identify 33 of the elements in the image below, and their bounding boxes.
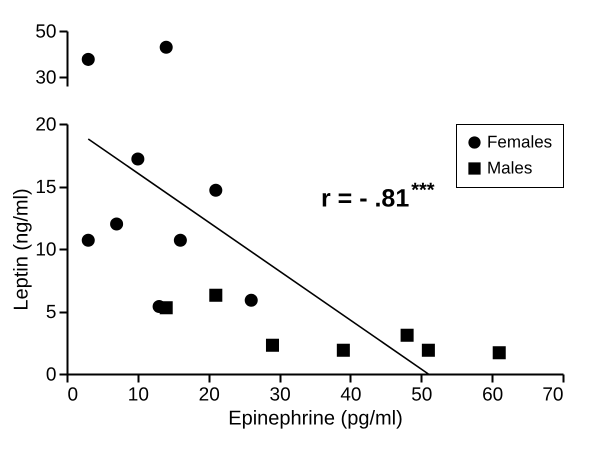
y-tick-label: 15 <box>35 177 56 198</box>
y-axis-title: Leptin (ng/ml) <box>10 188 32 311</box>
point <box>110 217 124 231</box>
annotation: r = - .81*** <box>320 180 435 212</box>
point <box>266 338 280 352</box>
point <box>209 184 222 197</box>
point <box>174 234 187 247</box>
point <box>422 344 435 357</box>
legend-label: Males <box>487 158 532 178</box>
point <box>209 288 222 302</box>
point <box>82 234 95 247</box>
legend-label: Females <box>487 132 552 152</box>
y-tick-label: 5 <box>46 302 56 323</box>
point <box>244 294 258 307</box>
y-tick-label: 10 <box>35 240 56 260</box>
x-tick-label: 50 <box>411 384 432 406</box>
x-axis-title: Epinephrine (pg/ml) <box>228 408 403 430</box>
x-tick-label: 10 <box>128 384 149 406</box>
x-tick-label: 30 <box>270 384 291 406</box>
x-tick-label: 0 <box>68 384 78 406</box>
point <box>400 328 414 342</box>
y-tick-label: 30 <box>35 67 56 88</box>
x-tick-label: 20 <box>198 384 220 406</box>
point <box>492 346 506 360</box>
point <box>131 152 144 166</box>
y-tick-label: 20 <box>35 114 56 136</box>
point <box>160 301 173 314</box>
point <box>336 344 350 357</box>
y-tick-label: 0 <box>46 364 56 386</box>
x-tick-label: 70 <box>542 384 564 406</box>
x-tick-label: 40 <box>340 384 362 406</box>
y-tick-label: 50 <box>35 22 56 42</box>
x-tick-label: 60 <box>482 384 504 406</box>
